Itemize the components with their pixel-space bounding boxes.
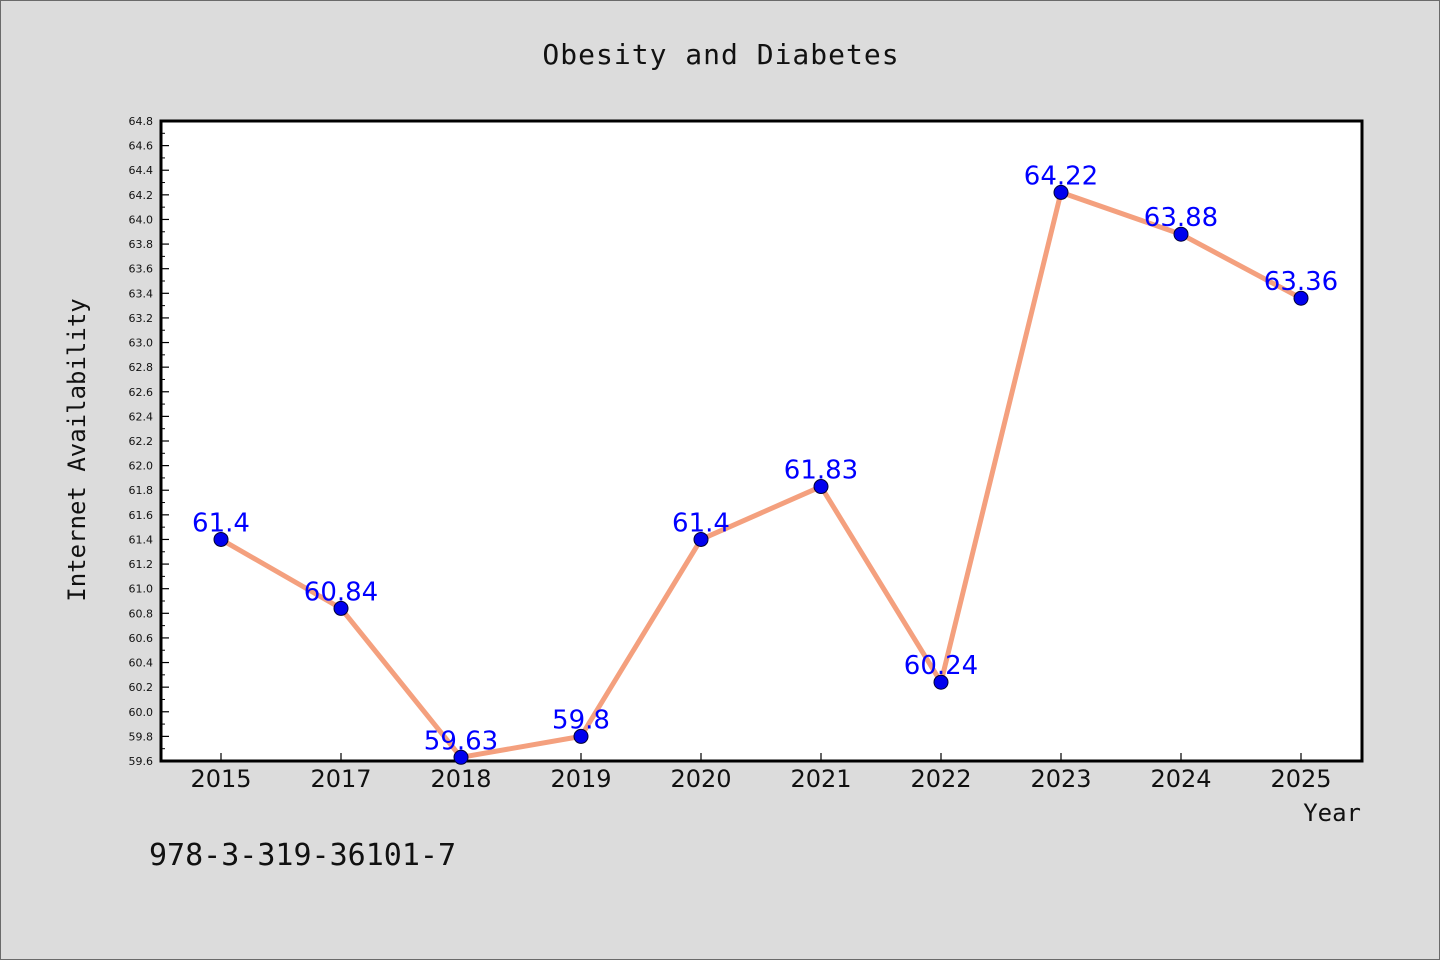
y-tick-label: 61.2 — [129, 558, 154, 571]
data-point — [693, 531, 709, 547]
x-tick-label: 2017 — [310, 765, 371, 793]
y-tick-label: 64.0 — [129, 213, 154, 226]
y-tick-label: 62.2 — [129, 435, 154, 448]
x-tick-label: 2024 — [1150, 765, 1211, 793]
data-labels: 61.4 60.84 59.63 59.8 61.4 61.83 60.24 64.22 63.… — [192, 161, 1338, 756]
y-tick-label: 62.0 — [129, 460, 154, 473]
data-label: 60.24 — [904, 651, 978, 681]
data-label: 60.84 — [304, 577, 378, 607]
y-tick-label: 61.4 — [129, 533, 154, 546]
y-axis: 59.6 59.8 60.0 60.2 60.4 60.6 60.8 61.0 61.2 61.4… — [129, 115, 169, 768]
y-tick-label: 64.6 — [129, 140, 154, 153]
data-point — [813, 479, 829, 495]
y-tick-label: 63.2 — [129, 312, 154, 325]
x-tick-label: 2021 — [790, 765, 851, 793]
y-tick-label: 60.0 — [129, 706, 154, 719]
y-tick-label: 63.0 — [129, 337, 154, 350]
y-tick-label: 64.8 — [129, 115, 154, 128]
data-label: 64.22 — [1024, 161, 1098, 191]
x-tick-label: 2025 — [1270, 765, 1331, 793]
data-label: 61.83 — [784, 456, 858, 486]
y-tick-label: 62.6 — [129, 386, 154, 399]
y-tick-label: 60.2 — [129, 681, 154, 694]
data-point — [1053, 184, 1069, 200]
data-point — [933, 674, 949, 690]
y-tick-label: 64.4 — [129, 164, 154, 177]
y-tick-label: 62.8 — [129, 361, 154, 374]
series-line-group — [213, 184, 1309, 765]
data-point — [1293, 290, 1309, 306]
y-tick-label: 60.4 — [129, 657, 154, 670]
y-tick-label: 63.8 — [129, 238, 154, 251]
data-label: 63.88 — [1144, 203, 1218, 233]
y-tick-label: 62.4 — [129, 410, 154, 423]
y-axis-label: Internet Availability — [63, 298, 91, 601]
data-label: 59.63 — [424, 726, 498, 756]
y-tick-label: 59.6 — [129, 755, 154, 768]
x-tick-label: 2018 — [430, 765, 491, 793]
x-tick-label: 2022 — [910, 765, 971, 793]
x-tick-label: 2015 — [190, 765, 251, 793]
data-point — [453, 749, 469, 765]
data-point — [333, 600, 349, 616]
y-tick-label: 64.2 — [129, 189, 154, 202]
y-tick-label: 61.6 — [129, 509, 154, 522]
data-point — [573, 728, 589, 744]
data-point — [1173, 226, 1189, 242]
data-point — [213, 531, 229, 547]
x-tick-label: 2023 — [1030, 765, 1091, 793]
y-tick-label: 61.8 — [129, 484, 154, 497]
data-label: 63.36 — [1264, 267, 1338, 297]
data-label: 61.4 — [192, 508, 250, 538]
x-tick-label: 2020 — [670, 765, 731, 793]
y-tick-label: 60.6 — [129, 632, 154, 645]
y-tick-label: 63.6 — [129, 263, 154, 276]
y-tick-label: 60.8 — [129, 607, 154, 620]
y-tick-label: 61.0 — [129, 583, 154, 596]
x-tick-label: 2019 — [550, 765, 611, 793]
chart-title: Obesity and Diabetes — [542, 38, 899, 71]
y-tick-label: 59.8 — [129, 730, 154, 743]
data-label: 59.8 — [552, 705, 610, 735]
y-tick-label: 63.4 — [129, 287, 154, 300]
data-label: 61.4 — [672, 508, 730, 538]
series-line — [218, 189, 1304, 760]
x-axis-label: Year — [1303, 799, 1361, 827]
x-axis: 2015 2017 2018 2019 2020 2021 2022 2023 2024 2025 — [190, 753, 1332, 793]
isbn-footnote: 978-3-319-36101-7 — [149, 838, 456, 873]
